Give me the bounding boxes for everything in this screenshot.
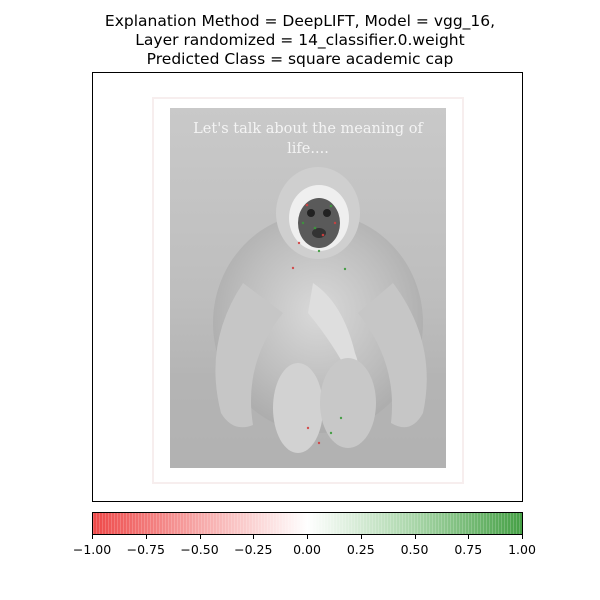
colorbar-tick-label: 1.00 bbox=[508, 542, 536, 557]
colorbar-tick bbox=[360, 535, 362, 539]
colorbar-tick bbox=[145, 535, 147, 539]
gibbon-left-arm bbox=[215, 283, 283, 428]
colorbar-tick-label: 0.00 bbox=[293, 542, 321, 557]
colorbar-tick-label: 0.25 bbox=[346, 542, 375, 557]
colorbar-tick-label: 0.50 bbox=[400, 542, 429, 557]
gibbon-eye-right bbox=[323, 209, 331, 217]
colorbar-ticks: −1.00 −0.75 −0.50 −0.25 0.00 0.25 0.50 0.75 1.00 bbox=[73, 535, 536, 565]
colorbar-tick-label: −1.00 bbox=[72, 542, 112, 557]
attribution-speckles bbox=[291, 203, 347, 445]
colorbar-tick-label: −0.50 bbox=[180, 542, 219, 557]
colorbar-tick bbox=[414, 535, 416, 539]
colorbar-tick-label: 0.75 bbox=[454, 542, 483, 557]
title-line-2: Layer randomized = 14_classifier.0.weigh… bbox=[135, 31, 465, 49]
gibbon-eye-left bbox=[307, 209, 315, 217]
colorbar bbox=[92, 512, 523, 535]
gibbon-leg-right bbox=[320, 358, 376, 448]
attribution-heatmap: Let's talk about the meaning of life.... bbox=[152, 97, 464, 484]
gibbon-forearm bbox=[308, 283, 359, 378]
colorbar-tick bbox=[253, 535, 255, 539]
heatmap-image-frame: Let's talk about the meaning of life.... bbox=[92, 72, 523, 502]
gibbon-right-arm bbox=[358, 283, 427, 428]
title-line-1: Explanation Method = DeepLIFT, Model = v… bbox=[104, 12, 496, 30]
colorbar-tick bbox=[522, 535, 523, 539]
photo-caption-line-2: life.... bbox=[287, 141, 329, 157]
gibbon-nose bbox=[312, 228, 326, 238]
chart-title: Explanation Method = DeepLIFT, Model = v… bbox=[0, 12, 600, 69]
edge-noise bbox=[152, 97, 464, 484]
gibbon-face bbox=[298, 198, 340, 248]
colorbar-tick-label: −0.25 bbox=[234, 542, 273, 557]
colorbar-tick bbox=[468, 535, 470, 539]
gibbon-leg-left bbox=[273, 363, 323, 453]
colorbar-tick-label: −0.75 bbox=[126, 542, 165, 557]
photo-caption-line-1: Let's talk about the meaning of bbox=[193, 121, 424, 137]
title-line-3: Predicted Class = square academic cap bbox=[146, 50, 454, 68]
colorbar-tick bbox=[92, 535, 93, 539]
colorbar-tick bbox=[199, 535, 201, 539]
colorbar-tick bbox=[307, 535, 308, 539]
